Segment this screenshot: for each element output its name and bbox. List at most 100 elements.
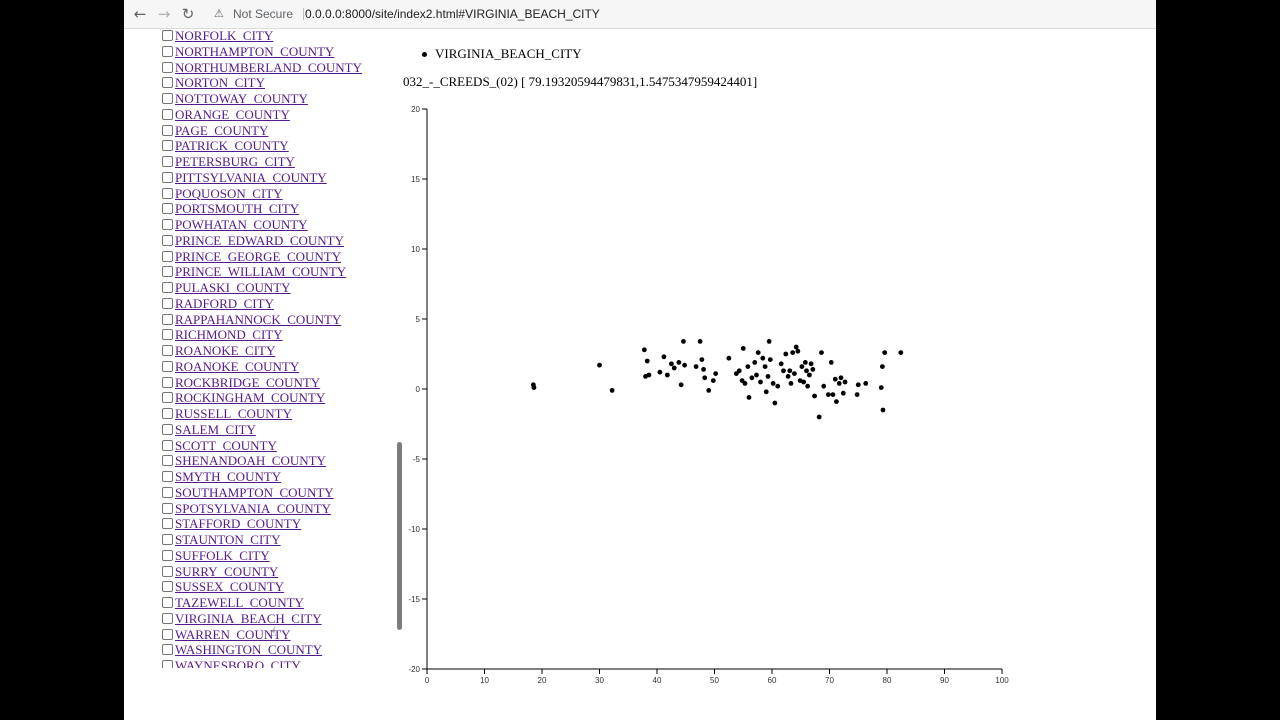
county-link[interactable]: POWHATAN_COUNTY (175, 217, 308, 232)
scatter-point (806, 372, 812, 378)
county-link[interactable]: PITTSYLVANIA_COUNTY (175, 169, 327, 185)
forward-arrow-icon[interactable]: → (157, 5, 171, 23)
county-link[interactable]: NOTTOWAY_COUNTY (175, 91, 308, 106)
county-checkbox[interactable] (162, 45, 173, 57)
county-link[interactable]: SURRY_COUNTY (175, 563, 279, 579)
county-link[interactable]: NORTHUMBERLAND_COUNTY (175, 59, 362, 75)
county-checkbox[interactable] (162, 282, 173, 293)
security-label[interactable]: Not Secure (233, 7, 294, 21)
county-link[interactable]: STAFFORD_COUNTY (175, 516, 302, 532)
county-link[interactable]: SHENANDOAH_COUNTY (175, 453, 326, 469)
county-link[interactable]: NORFOLK_CITY (175, 30, 274, 43)
county-link[interactable]: PAGE_COUNTY (175, 122, 269, 138)
county-link[interactable]: NORTON_CITY (175, 75, 265, 91)
scatter-point (830, 392, 836, 397)
scatter-point (693, 364, 699, 369)
county-checkbox[interactable] (162, 124, 173, 136)
county-link[interactable]: RAPPAHANNOCK_COUNTY (175, 311, 342, 327)
county-link[interactable]: RADFORD_CITY (175, 295, 274, 311)
county-link[interactable]: SUSSEX_COUNTY (175, 579, 285, 595)
county-link[interactable]: VIRGINIA_BEACH_CITY (175, 610, 322, 626)
county-link[interactable]: PRINCE_EDWARD_COUNTY (175, 232, 344, 248)
county-link[interactable]: ROCKBRIDGE_COUNTY (175, 374, 321, 390)
county-checkbox[interactable] (162, 61, 173, 73)
county-checkbox[interactable] (162, 234, 173, 246)
county-link[interactable]: PRINCE_WILLIAM_COUNTY (175, 264, 347, 280)
county-checkbox[interactable] (162, 108, 173, 120)
scatter-point (745, 364, 751, 369)
county-checkbox[interactable] (162, 581, 173, 593)
county-link[interactable]: PORTSMOUTH_CITY (175, 201, 300, 217)
scrollbar-thumb[interactable] (397, 442, 402, 630)
county-checkbox[interactable] (162, 93, 173, 104)
county-link[interactable]: SCOTT_COUNTY (175, 437, 277, 453)
county-link[interactable]: STAUNTON_CITY (175, 532, 281, 547)
county-checkbox[interactable] (162, 565, 173, 577)
county-checkbox[interactable] (162, 345, 173, 356)
county-link[interactable]: RICHMOND_CITY (175, 327, 283, 343)
county-link[interactable]: SOUTHAMPTON_COUNTY (175, 484, 334, 500)
county-checkbox[interactable] (162, 313, 173, 325)
county-link[interactable]: ROCKINGHAM_COUNTY (175, 390, 326, 406)
county-checkbox[interactable] (162, 219, 173, 230)
county-checkbox[interactable] (162, 518, 173, 530)
county-link[interactable]: PRINCE_GEORGE_COUNTY (175, 248, 342, 264)
county-checkbox[interactable] (162, 156, 173, 167)
x-tick-label: 20 (538, 676, 547, 685)
county-link[interactable]: TAZEWELL_COUNTY (175, 595, 304, 610)
county-link[interactable]: SPOTSYLVANIA_COUNTY (175, 500, 332, 516)
county-checkbox[interactable] (162, 140, 173, 152)
county-link[interactable]: PATRICK_COUNTY (175, 138, 289, 154)
county-link[interactable]: WASHINGTON_COUNTY (175, 642, 323, 658)
county-link[interactable]: ROANOKE_COUNTY (175, 358, 300, 374)
county-checkbox[interactable] (162, 297, 173, 309)
county-checkbox[interactable] (162, 171, 173, 183)
county-link[interactable]: ORANGE_COUNTY (175, 106, 290, 122)
county-checkbox[interactable] (162, 423, 173, 435)
county-link[interactable]: ROANOKE_CITY (175, 343, 276, 358)
county-link[interactable]: SMYTH_COUNTY (175, 469, 282, 484)
county-checkbox[interactable] (162, 408, 173, 419)
county-checkbox[interactable] (162, 187, 173, 199)
county-link[interactable]: SALEM_CITY (175, 421, 256, 437)
y-tick-label: -10 (408, 525, 420, 534)
scatter-point (832, 376, 838, 382)
county-link[interactable]: POQUOSON_CITY (175, 185, 283, 201)
county-checkbox[interactable] (162, 439, 173, 451)
county-link[interactable]: WAYNESBORO_CITY (175, 658, 301, 668)
county-checkbox[interactable] (162, 30, 173, 41)
county-checkbox[interactable] (162, 486, 173, 498)
county-checkbox[interactable] (162, 660, 173, 668)
url-text[interactable]: 0.0.0.0:8000/site/index2.html#VIRGINIA_B… (305, 7, 600, 21)
scatter-point (676, 360, 682, 365)
back-arrow-icon[interactable]: ← (133, 5, 147, 23)
county-checkbox[interactable] (162, 77, 173, 89)
county-checkbox[interactable] (162, 266, 173, 278)
address-bar[interactable]: ⚠ Not Secure 0.0.0.0:8000/site/index2.ht… (208, 4, 1148, 24)
county-checkbox[interactable] (162, 203, 173, 215)
county-checkbox[interactable] (162, 250, 173, 262)
county-link[interactable]: PULASKI_COUNTY (175, 280, 291, 295)
scatter-point (855, 382, 861, 388)
county-checkbox[interactable] (162, 534, 173, 545)
county-link[interactable]: SUFFOLK_CITY (175, 547, 270, 563)
scatter-point (726, 355, 732, 361)
county-checkbox[interactable] (162, 502, 173, 514)
county-checkbox[interactable] (162, 628, 173, 640)
county-checkbox[interactable] (162, 329, 173, 341)
county-link[interactable]: RUSSELL_COUNTY (175, 406, 293, 421)
county-checkbox[interactable] (162, 612, 173, 624)
county-link[interactable]: WARREN_COUNTY (175, 626, 291, 642)
county-checkbox[interactable] (162, 644, 173, 656)
county-link[interactable]: NORTHAMPTON_COUNTY (175, 43, 335, 59)
county-checkbox[interactable] (162, 455, 173, 467)
reload-icon[interactable]: ↻ (181, 5, 195, 23)
county-checkbox[interactable] (162, 376, 173, 388)
county-checkbox[interactable] (162, 597, 173, 608)
county-link[interactable]: PETERSBURG_CITY (175, 154, 295, 169)
county-checkbox[interactable] (162, 471, 173, 482)
county-checkbox[interactable] (162, 392, 173, 404)
county-checkbox[interactable] (162, 549, 173, 561)
scatter-point (531, 385, 537, 390)
county-checkbox[interactable] (162, 360, 173, 372)
